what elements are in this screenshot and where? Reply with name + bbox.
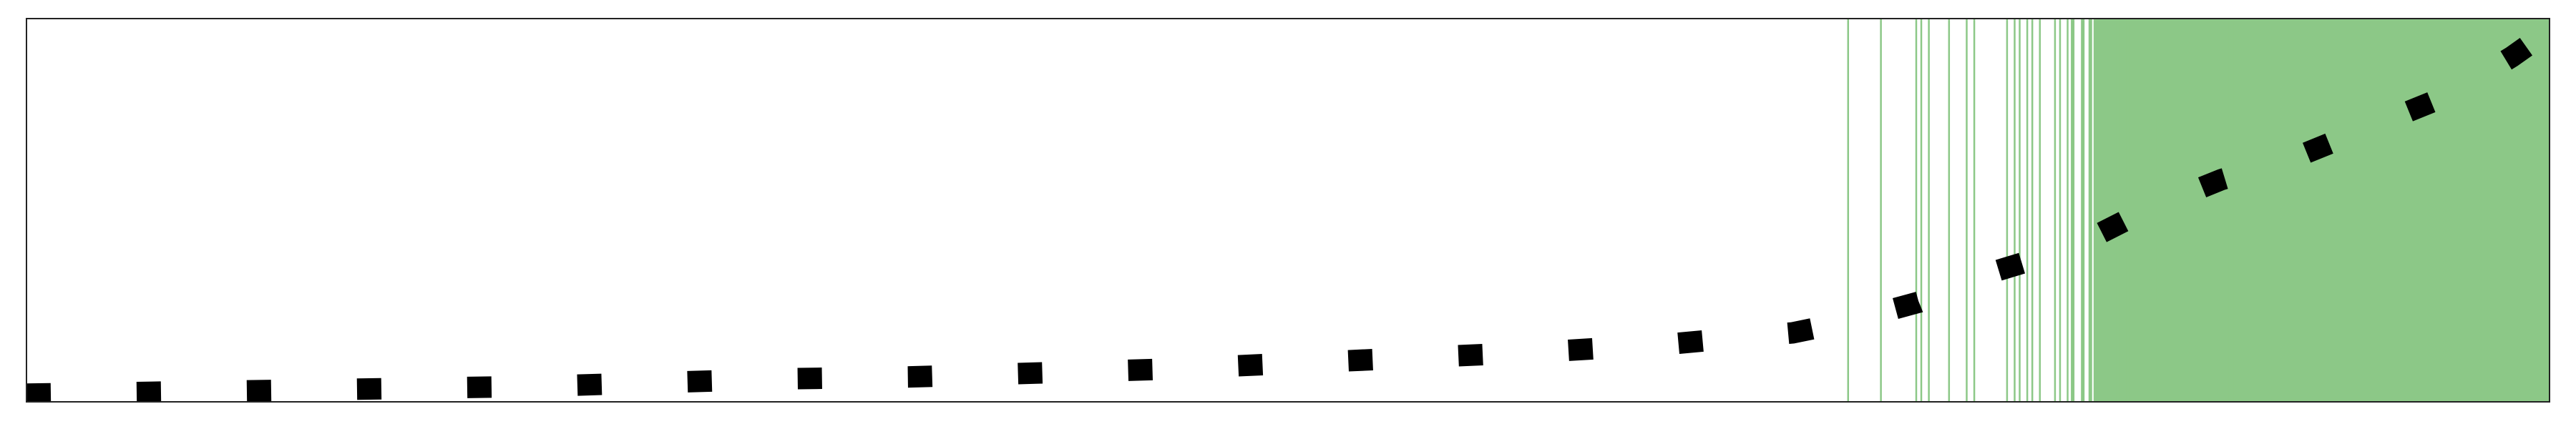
- shaded-span: [2095, 19, 2550, 402]
- axes-frame: [26, 18, 2550, 403]
- plot-area: [26, 19, 2550, 402]
